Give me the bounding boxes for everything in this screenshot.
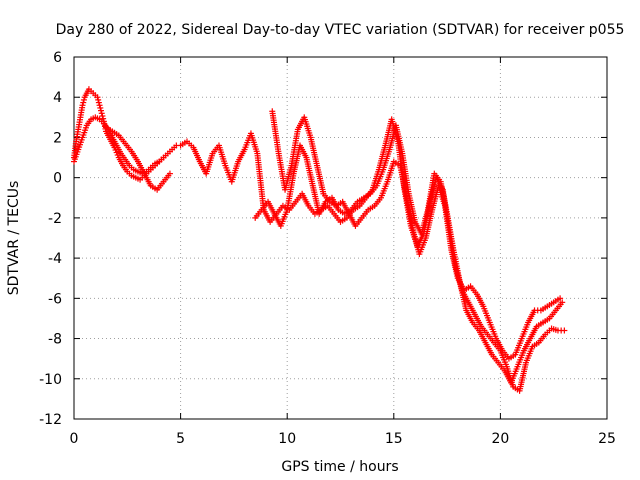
tick-layer: 0 5 10 15 20 25 -12 -10 -8 -6 -4 -2 0 2 4 6 bbox=[39, 50, 616, 447]
data-point bbox=[559, 299, 566, 306]
x-axis-label: GPS time / hours bbox=[281, 459, 398, 475]
y-tick-label: 6 bbox=[53, 50, 62, 66]
x-tick-label: 5 bbox=[176, 431, 185, 447]
data-point bbox=[94, 94, 101, 101]
data-point bbox=[95, 99, 102, 106]
data-point bbox=[80, 99, 87, 106]
y-tick-label: 2 bbox=[53, 130, 62, 146]
data-point bbox=[79, 102, 86, 109]
data-point bbox=[96, 102, 103, 109]
y-tick-label: -8 bbox=[48, 332, 62, 348]
data-point bbox=[97, 104, 104, 111]
data-layer bbox=[71, 86, 568, 394]
data-point bbox=[98, 110, 105, 117]
series-track-b bbox=[71, 114, 167, 177]
data-point bbox=[80, 96, 87, 103]
series-track-c bbox=[102, 124, 173, 193]
x-tick-label: 0 bbox=[70, 431, 79, 447]
plot-frame bbox=[73, 56, 608, 420]
x-tick-label: 15 bbox=[385, 431, 403, 447]
series-track-d bbox=[177, 116, 568, 394]
data-point bbox=[99, 112, 106, 119]
data-point bbox=[166, 170, 173, 177]
y-tick-label: -12 bbox=[39, 412, 62, 428]
y-tick-label: -6 bbox=[48, 291, 62, 307]
data-point bbox=[557, 295, 564, 302]
y-axis-label: SDTVAR / TECUs bbox=[6, 181, 22, 296]
x-tick-label: 25 bbox=[598, 431, 616, 447]
data-point bbox=[160, 154, 167, 161]
series-track-f bbox=[269, 108, 564, 362]
data-point bbox=[95, 96, 102, 103]
chart-title: Day 280 of 2022, Sidereal Day-to-day VTE… bbox=[56, 22, 625, 38]
y-tick-label: 0 bbox=[53, 171, 62, 187]
y-tick-label: -10 bbox=[39, 372, 62, 388]
series-track-a bbox=[71, 86, 180, 183]
x-tick-label: 10 bbox=[278, 431, 296, 447]
data-point bbox=[98, 107, 105, 114]
data-point bbox=[561, 327, 568, 334]
y-tick-label: -2 bbox=[48, 211, 62, 227]
y-tick-label: 4 bbox=[53, 90, 62, 106]
grid-layer bbox=[74, 57, 607, 419]
x-tick-label: 20 bbox=[491, 431, 509, 447]
y-tick-label: -4 bbox=[48, 251, 62, 267]
